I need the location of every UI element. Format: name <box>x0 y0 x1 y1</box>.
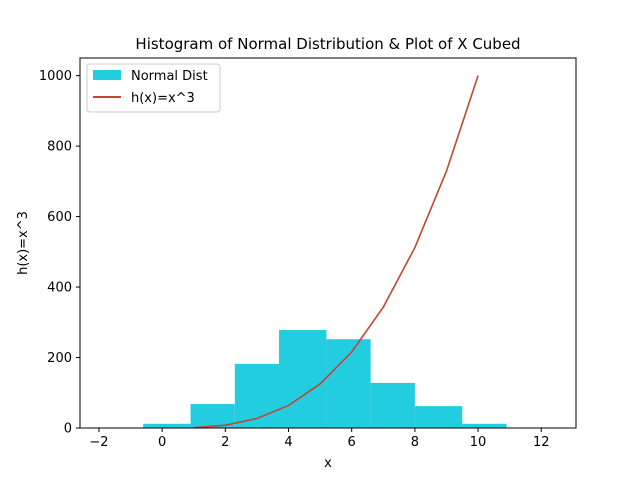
histogram-bar-7 <box>462 423 507 428</box>
x-tick-label: 6 <box>348 435 356 450</box>
y-tick-label: 1000 <box>39 69 72 84</box>
x-tick-label: 10 <box>470 435 487 450</box>
histogram-bar-1 <box>190 404 235 428</box>
y-tick-label: 600 <box>47 210 72 225</box>
histogram-bar-6 <box>414 406 463 428</box>
x-tick-label: −2 <box>89 435 108 450</box>
legend-label-histogram: Normal Dist <box>131 69 208 84</box>
y-tick-label: 0 <box>64 422 72 437</box>
y-tick-label: 400 <box>47 281 72 296</box>
x-axis-ticks: −2 0 2 4 6 8 10 12 <box>89 428 550 450</box>
x-tick-label: 12 <box>533 435 550 450</box>
histogram-bar-5 <box>370 382 415 428</box>
histogram-bar-4 <box>326 339 371 428</box>
x-tick-label: 4 <box>284 435 292 450</box>
histogram-bar-0 <box>143 423 191 428</box>
legend-label-line: h(x)=x^3 <box>131 91 195 106</box>
x-tick-label: 8 <box>411 435 419 450</box>
legend: Normal Dist h(x)=x^3 <box>86 63 221 113</box>
cubic-line <box>193 75 479 429</box>
plot-frame <box>79 57 577 429</box>
legend-swatch-histogram <box>93 70 121 80</box>
x-tick-label: 0 <box>158 435 166 450</box>
y-axis-ticks: 0 200 400 600 800 1000 <box>39 69 80 437</box>
x-tick-label: 2 <box>221 435 229 450</box>
chart-title: Histogram of Normal Distribution & Plot … <box>135 35 520 53</box>
y-tick-label: 200 <box>47 351 72 366</box>
histogram-bars <box>143 330 507 428</box>
histogram-bar-3 <box>279 330 327 428</box>
y-tick-label: 800 <box>47 140 72 155</box>
histogram-bar-2 <box>234 363 280 428</box>
cubic-line-layer <box>193 75 479 429</box>
y-axis-label: h(x)=x^3 <box>16 211 31 275</box>
x-axis-label: x <box>324 456 332 471</box>
